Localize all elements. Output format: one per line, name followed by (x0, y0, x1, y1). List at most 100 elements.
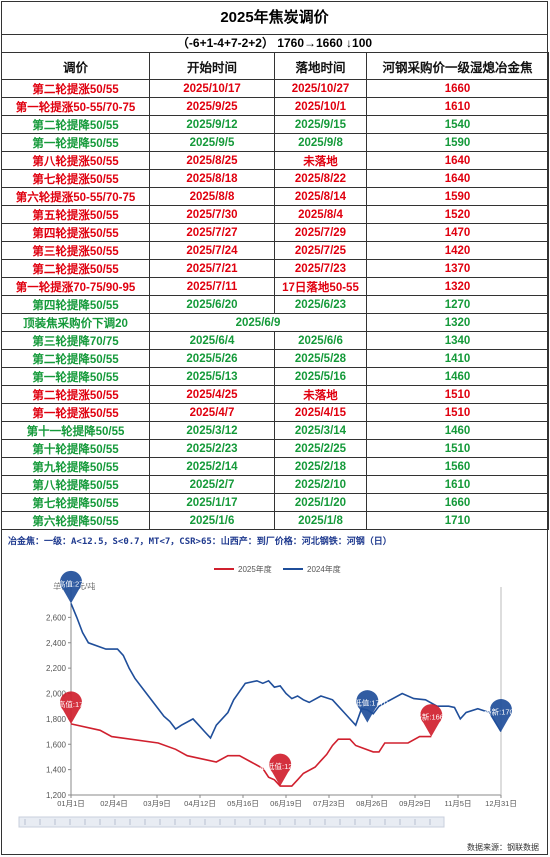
cell-price: 1610 (366, 97, 549, 116)
header-start-time: 开始时间 (149, 52, 275, 80)
y-tick-label: 2,400 (46, 639, 67, 648)
cell-adjustment: 第六轮提降50/55 (1, 511, 150, 530)
cell-adjustment: 第三轮提涨50/55 (1, 241, 150, 260)
cell-landing-time: 2025/6/23 (274, 295, 367, 314)
cell-price: 1610 (366, 475, 549, 494)
table-row: 第二轮提涨50/55 2025/4/25 未落地 1510 (1, 385, 549, 404)
cell-adjustment: 第一轮提涨50-55/70-75 (1, 97, 150, 116)
cell-landing-time: 2025/10/27 (274, 79, 367, 98)
x-tick-label: 08月26日 (356, 799, 388, 808)
table-row: 第七轮提涨50/55 2025/8/18 2025/8/22 1640 (1, 169, 549, 188)
cell-start-time: 2025/2/7 (149, 475, 275, 494)
cell-landing-time: 2025/8/14 (274, 187, 367, 206)
cell-price: 1560 (366, 457, 549, 476)
x-tick-label: 01月1日 (57, 799, 85, 808)
cell-start-time: 2025/1/17 (149, 493, 275, 512)
header-landing-time: 落地时间 (274, 52, 367, 80)
cell-adjustment: 第二轮提涨50/55 (1, 385, 150, 404)
table-row: 第一轮提涨50/55 2025/4/7 2025/4/15 1510 (1, 403, 549, 422)
cell-price: 1510 (366, 439, 549, 458)
cell-price: 1470 (366, 223, 549, 242)
x-tick-label: 07月23日 (313, 799, 345, 808)
cell-price: 1540 (366, 115, 549, 134)
cell-landing-time: 2025/7/25 (274, 241, 367, 260)
cell-price: 1590 (366, 133, 549, 152)
cell-price: 1640 (366, 151, 549, 170)
cell-adjustment: 第四轮提降50/55 (1, 295, 150, 314)
cell-adjustment: 第十轮提降50/55 (1, 439, 150, 458)
cell-start-time: 2025/9/25 (149, 97, 275, 116)
x-tick-label: 11月5日 (445, 799, 472, 808)
y-tick-label: 2,200 (46, 664, 67, 673)
marker-label: 最高值:2710 (50, 578, 91, 588)
cell-adjustment: 第四轮提涨50/55 (1, 223, 150, 242)
table-row: 第五轮提涨50/55 2025/7/30 2025/8/4 1520 (1, 205, 549, 224)
cell-landing-time: 2025/5/28 (274, 349, 367, 368)
cell-landing-time: 2025/4/15 (274, 403, 367, 422)
cell-price: 1270 (366, 295, 549, 314)
cell-price: 1520 (366, 205, 549, 224)
table-row: 第三轮提涨50/55 2025/7/24 2025/7/25 1420 (1, 241, 549, 260)
cell-adjustment: 第二轮提涨50/55 (1, 259, 150, 278)
cell-price: 1320 (366, 313, 549, 332)
table-row: 第二轮提降50/55 2025/9/12 2025/9/15 1540 (1, 115, 549, 134)
cell-start-time: 2025/7/11 (149, 277, 275, 296)
cell-price: 1370 (366, 259, 549, 278)
legend-label: 2024年度 (307, 564, 341, 574)
cell-start-time: 2025/2/23 (149, 439, 275, 458)
legend-label: 2025年度 (238, 564, 272, 574)
cell-adjustment: 第八轮提降50/55 (1, 475, 150, 494)
cell-price: 1660 (366, 79, 549, 98)
cell-start-time: 2025/7/27 (149, 223, 275, 242)
cell-landing-time: 2025/7/23 (274, 259, 367, 278)
marker-pin-s2024 (60, 570, 82, 604)
cell-start-time: 2025/9/12 (149, 115, 275, 134)
table-row: 第十轮提降50/55 2025/2/23 2025/2/25 1510 (1, 439, 549, 458)
table-row: 第十一轮提降50/55 2025/3/12 2025/3/14 1460 (1, 421, 549, 440)
cell-start-time: 2025/8/25 (149, 151, 275, 170)
y-tick-label: 1,200 (46, 791, 67, 800)
price-adjustment-table: 调价 开始时间 落地时间 河钢采购价一级湿熄冶金焦 第二轮提涨50/55 2025… (1, 52, 549, 530)
cell-start-time: 2025/7/21 (149, 259, 275, 278)
cell-start-time: 2025/2/14 (149, 457, 275, 476)
cell-landing-time: 2025/2/10 (274, 475, 367, 494)
table-row: 第七轮提降50/55 2025/1/17 2025/1/20 1660 (1, 493, 549, 512)
table-row: 第一轮提涨50-55/70-75 2025/9/25 2025/10/1 1610 (1, 97, 549, 116)
marker-pin-s2024 (356, 690, 379, 723)
cell-adjustment: 第六轮提涨50-55/70-75 (1, 187, 150, 206)
cell-start-time: 2025/7/30 (149, 205, 275, 224)
cell-adjustment: 第五轮提涨50/55 (1, 205, 150, 224)
header-adjustment: 调价 (1, 52, 150, 80)
cell-price: 1510 (366, 403, 549, 422)
table-row: 第四轮提降50/55 2025/6/20 2025/6/23 1270 (1, 295, 549, 314)
page-title: 2025年焦炭调价 (1, 1, 548, 35)
cell-adjustment: 第八轮提涨50/55 (1, 151, 150, 170)
cell-adjustment: 第二轮提涨50/55 (1, 79, 150, 98)
y-tick-label: 2,600 (46, 613, 67, 622)
data-source-label: 数据来源：钢联数据 (467, 842, 539, 852)
table-row: 第九轮提降50/55 2025/2/14 2025/2/18 1560 (1, 457, 549, 476)
header-purchase-price: 河钢采购价一级湿熄冶金焦 (366, 52, 549, 80)
cell-adjustment: 第一轮提涨50/55 (1, 403, 150, 422)
coke-price-line-chart: 2025年度2024年度单位：元/吨1,2001,4001,6001,8002,… (18, 564, 539, 852)
table-row: 第八轮提降50/55 2025/2/7 2025/2/10 1610 (1, 475, 549, 494)
cell-landing-time: 2025/2/18 (274, 457, 367, 476)
cell-price: 1510 (366, 385, 549, 404)
marker-pin-s2025 (60, 691, 83, 724)
cell-adjustment: 第三轮提降70/75 (1, 331, 150, 350)
table-row: 第六轮提降50/55 2025/1/6 2025/1/8 1710 (1, 511, 549, 530)
cell-price: 1340 (366, 331, 549, 350)
table-row: 第二轮提降50/55 2025/5/26 2025/5/28 1410 (1, 349, 549, 368)
x-tick-label: 12月31日 (485, 799, 517, 808)
cell-adjustment: 第二轮提降50/55 (1, 115, 150, 134)
cell-landing-time: 2025/1/20 (274, 493, 367, 512)
cell-start-time: 2025/9/5 (149, 133, 275, 152)
cell-start-time: 2025/4/7 (149, 403, 275, 422)
cell-landing-time: 未落地 (274, 151, 367, 170)
cell-adjustment: 第九轮提降50/55 (1, 457, 150, 476)
cell-start-time: 2025/6/20 (149, 295, 275, 314)
y-tick-label: 1,400 (46, 766, 67, 775)
table-row: 第一轮提降50/55 2025/9/5 2025/9/8 1590 (1, 133, 549, 152)
x-tick-label: 03月9日 (143, 799, 171, 808)
cell-start-time: 2025/4/25 (149, 385, 275, 404)
